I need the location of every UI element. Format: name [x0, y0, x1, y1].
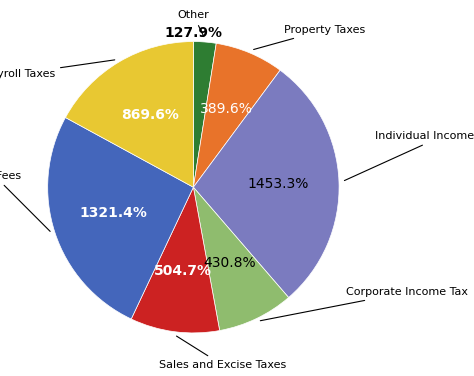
Text: 430.8%: 430.8%: [203, 256, 256, 270]
Wedge shape: [193, 43, 280, 187]
Text: 1453.3%: 1453.3%: [247, 177, 309, 191]
Wedge shape: [193, 187, 289, 331]
Text: 1321.4%: 1321.4%: [79, 206, 147, 220]
Text: User Fees: User Fees: [0, 171, 50, 231]
Text: Property Taxes: Property Taxes: [254, 25, 365, 50]
Text: Individual Income Taxes: Individual Income Taxes: [345, 131, 474, 180]
Wedge shape: [193, 41, 216, 187]
Text: 869.6%: 869.6%: [121, 108, 179, 121]
Wedge shape: [65, 41, 193, 187]
Wedge shape: [131, 187, 219, 333]
Text: 389.6%: 389.6%: [200, 102, 253, 116]
Wedge shape: [48, 118, 193, 319]
Text: 504.7%: 504.7%: [154, 264, 211, 278]
Text: 127.9%: 127.9%: [164, 26, 222, 40]
Text: Other: Other: [177, 10, 209, 36]
Text: Corporate Income Tax: Corporate Income Tax: [260, 287, 468, 321]
Wedge shape: [193, 70, 339, 297]
Text: Payroll Taxes: Payroll Taxes: [0, 60, 115, 79]
Text: Sales and Excise Taxes: Sales and Excise Taxes: [159, 336, 286, 370]
